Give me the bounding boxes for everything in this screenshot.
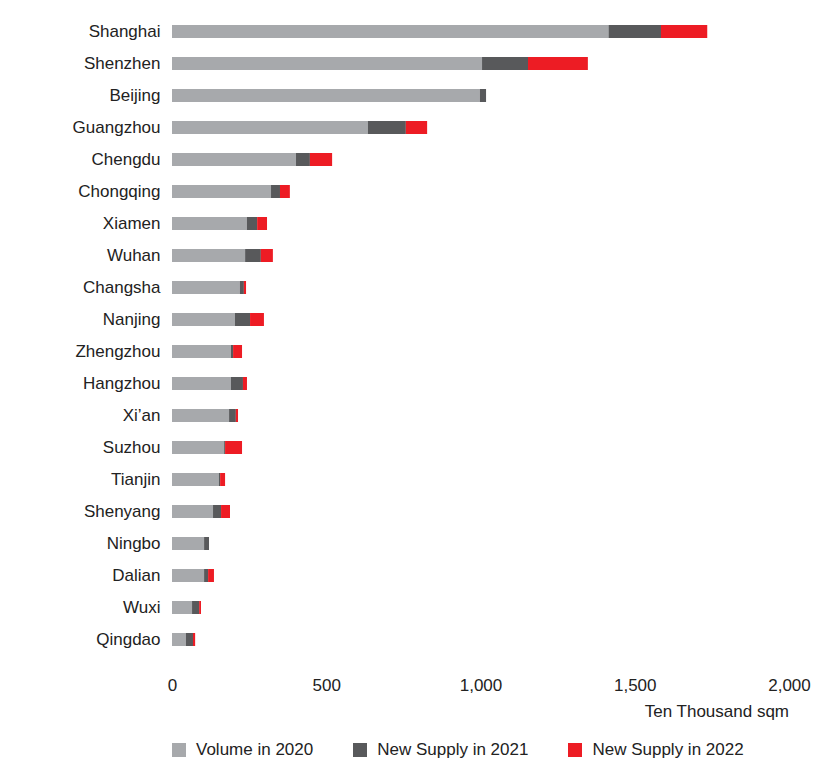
html-text:New Supply in 2022: New Supply in 2022 <box>592 740 744 759</box>
svg-text:Hangzhou: Hangzhou <box>83 374 161 393</box>
svg-text:Changsha: Changsha <box>83 278 161 297</box>
svg-text:Zhengzhou: Zhengzhou <box>75 342 160 361</box>
svg-text:Tianjin: Tianjin <box>111 470 160 489</box>
svg-text:500: 500 <box>313 676 341 695</box>
svg-text:Xi’an: Xi’an <box>123 406 161 425</box>
svg-text:Shenzhen: Shenzhen <box>84 54 161 73</box>
svg-text:Shenyang: Shenyang <box>84 502 161 521</box>
svg-text:Ningbo: Ningbo <box>107 534 161 553</box>
svg-text:Chongqing: Chongqing <box>78 182 160 201</box>
html-text:New Supply in 2021: New Supply in 2021 <box>377 740 529 759</box>
html-text:Volume in 2020: Volume in 2020 <box>196 740 314 759</box>
svg-text:Chengdu: Chengdu <box>91 150 160 169</box>
svg-text:Qingdao: Qingdao <box>96 630 160 649</box>
svg-text:Shanghai: Shanghai <box>89 22 161 41</box>
svg-text:Beijing: Beijing <box>109 86 160 105</box>
svg-text:Guangzhou: Guangzhou <box>73 118 161 137</box>
svg-text:Nanjing: Nanjing <box>103 310 161 329</box>
svg-text:1,000: 1,000 <box>460 676 503 695</box>
svg-text:2,000: 2,000 <box>768 676 811 695</box>
svg-text:0: 0 <box>168 676 177 695</box>
svg-text:Wuxi: Wuxi <box>123 598 160 617</box>
svg-text:Dalian: Dalian <box>112 566 160 585</box>
svg-text:Xiamen: Xiamen <box>103 214 161 233</box>
html-text:Ten Thousand sqm: Ten Thousand sqm <box>644 702 789 721</box>
svg-text:1,500: 1,500 <box>614 676 657 695</box>
svg-text:Wuhan: Wuhan <box>107 246 161 265</box>
svg-text:Suzhou: Suzhou <box>103 438 161 457</box>
